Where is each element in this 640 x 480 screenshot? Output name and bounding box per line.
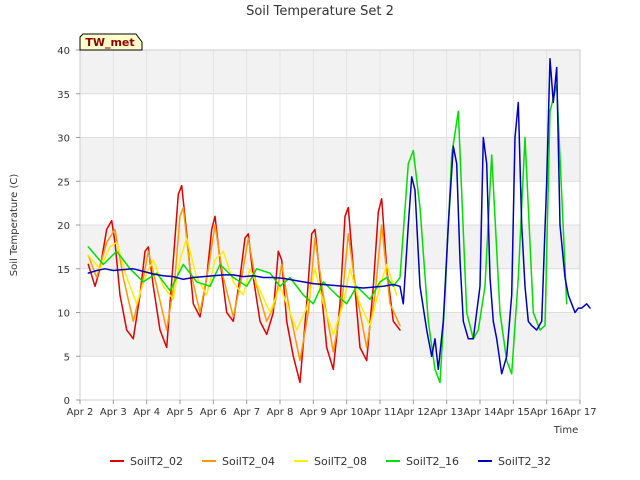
x-tick-label: Apr 14 (463, 407, 496, 418)
chart-title: Soil Temperature Set 2 (246, 4, 394, 19)
station-badge-label: TW_met (85, 36, 134, 49)
legend-label: SoilT2_02 (130, 455, 183, 468)
legend-label: SoilT2_04 (222, 455, 275, 468)
y-tick-label: 35 (57, 90, 70, 101)
series-line-soilt2-04 (87, 206, 401, 362)
series-lines (87, 58, 591, 384)
x-tick-label: Apr 16 (530, 407, 563, 418)
x-tick-label: Apr 13 (430, 407, 463, 418)
y-tick-label: 5 (64, 352, 70, 363)
legend-label: SoilT2_16 (406, 455, 459, 468)
plot-band (80, 50, 580, 94)
x-tick-label: Apr 17 (563, 407, 596, 418)
x-tick-label: Apr 12 (397, 407, 430, 418)
x-tick-label: Apr 6 (200, 407, 227, 418)
y-axis: 0 5 10 15 20 25 30 35 40 (57, 46, 80, 407)
x-tick-label: Apr 9 (300, 407, 327, 418)
legend-label: SoilT2_08 (314, 455, 367, 468)
x-tick-label: Apr 3 (100, 407, 127, 418)
series-line-soilt2-32 (87, 58, 591, 375)
y-tick-label: 30 (57, 134, 70, 145)
y-tick-label: 0 (64, 396, 70, 407)
x-tick-label: Apr 4 (133, 407, 160, 418)
plot-band (80, 93, 580, 138)
series-line-soilt2-16 (87, 84, 568, 384)
plot-bands (80, 50, 580, 400)
legend: SoilT2_02 SoilT2_04 SoilT2_08 SoilT2_16 Soil… (110, 455, 551, 468)
x-tick-label: Apr 5 (167, 407, 194, 418)
y-tick-label: 10 (57, 309, 70, 320)
plot-band (80, 356, 580, 400)
x-tick-label: Apr 7 (233, 407, 260, 418)
y-axis-label: Soil Temperature (C) (9, 174, 20, 277)
legend-label: SoilT2_32 (498, 455, 551, 468)
y-tick-label: 20 (57, 221, 70, 232)
plot-band (80, 137, 580, 182)
x-axis-label: Time (553, 425, 578, 436)
y-tick-label: 15 (57, 265, 70, 276)
station-badge-shape (79, 33, 143, 51)
x-tick-label: Apr 15 (497, 407, 530, 418)
y-tick-label: 40 (57, 46, 70, 57)
station-badge: TW_met (79, 33, 143, 51)
x-axis: Apr 2 Apr 3 Apr 4 Apr 5 Apr 6 Apr 7 Apr 8 Apr 9… (67, 400, 597, 418)
x-tick-label: Apr 10 (330, 407, 363, 418)
plot-band (80, 225, 580, 269)
series-line-soilt2-08 (87, 237, 398, 336)
x-tick-label: Apr 11 (363, 407, 396, 418)
plot-band (80, 181, 580, 225)
x-tick-label: Apr 2 (67, 407, 94, 418)
x-tick-label: Apr 8 (267, 407, 294, 418)
plot-band (80, 268, 580, 313)
y-tick-label: 25 (57, 177, 70, 188)
